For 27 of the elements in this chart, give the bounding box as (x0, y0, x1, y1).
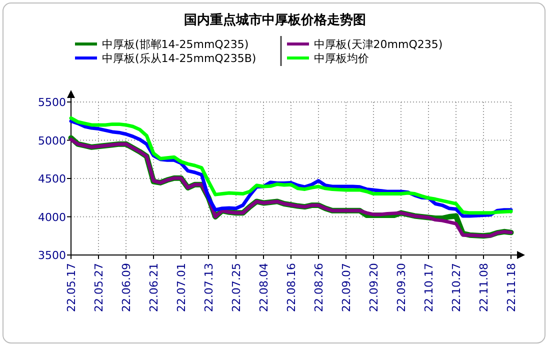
chart-title: 国内重点城市中厚板价格走势图 (184, 12, 366, 28)
y-tick-label: 4000 (38, 210, 66, 224)
x-tick-label: 22.08.04 (258, 263, 270, 312)
x-tick-label: 22.11.08 (478, 263, 490, 312)
x-tick-label: 22.07.13 (202, 263, 216, 312)
y-tick-label: 4500 (38, 172, 66, 186)
y-tick-label: 3500 (38, 249, 66, 262)
x-tick-label: 22.06.09 (120, 263, 133, 312)
x-tick-label: 22.10.17 (422, 263, 436, 312)
y-tick-label: 5500 (38, 96, 66, 109)
x-tick-label: 22.09.30 (395, 263, 408, 312)
x-tick-label: 22.06.21 (148, 263, 160, 312)
x-tick-label: 22.09.07 (340, 263, 353, 312)
x-tick-label: 22.05.17 (65, 263, 78, 312)
x-tick-label: 22.09.20 (368, 263, 380, 312)
x-tick-label: 22.07.01 (175, 263, 188, 312)
x-tick-label: 22.08.16 (285, 263, 298, 312)
x-tick-label: 22.07.25 (230, 263, 243, 312)
legend-label: 中厚板(邯郸14-25mmQ235) (102, 38, 249, 51)
legend-label: 中厚板(乐从14-25mmQ235B) (102, 52, 256, 65)
y-tick-label: 5000 (38, 134, 66, 148)
legend-label: 中厚板(天津20mmQ235) (314, 38, 443, 51)
x-tick-label: 22.10.27 (450, 263, 463, 312)
legend-label: 中厚板均价 (314, 52, 369, 65)
x-tick-label: 22.05.27 (92, 263, 106, 312)
x-tick-label: 22.08.26 (312, 263, 326, 312)
x-tick-label: 22.11.18 (505, 263, 518, 312)
